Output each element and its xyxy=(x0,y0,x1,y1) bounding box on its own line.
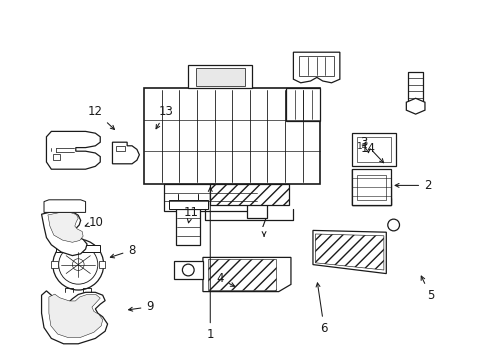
Text: 5: 5 xyxy=(420,276,433,302)
Text: 14: 14 xyxy=(356,142,367,151)
Circle shape xyxy=(53,239,103,290)
Text: 8: 8 xyxy=(110,244,136,258)
Text: 11: 11 xyxy=(183,206,198,223)
Text: 1: 1 xyxy=(206,188,214,341)
Text: 3: 3 xyxy=(360,136,383,163)
Polygon shape xyxy=(168,200,207,209)
Polygon shape xyxy=(49,294,102,338)
Polygon shape xyxy=(407,72,422,104)
Text: 9: 9 xyxy=(128,300,154,313)
Circle shape xyxy=(387,219,399,231)
Polygon shape xyxy=(176,209,200,245)
Polygon shape xyxy=(116,146,124,151)
Text: 10: 10 xyxy=(85,216,103,229)
Polygon shape xyxy=(163,184,256,211)
Polygon shape xyxy=(351,169,390,205)
Text: 2: 2 xyxy=(394,179,431,192)
Text: 4: 4 xyxy=(216,273,234,286)
Polygon shape xyxy=(46,131,100,169)
Polygon shape xyxy=(285,88,320,121)
Polygon shape xyxy=(41,210,87,256)
Text: 7: 7 xyxy=(260,217,267,236)
Polygon shape xyxy=(356,137,390,162)
Polygon shape xyxy=(112,142,139,164)
Polygon shape xyxy=(356,171,388,203)
Text: 13: 13 xyxy=(156,105,173,129)
Polygon shape xyxy=(195,68,244,86)
Polygon shape xyxy=(144,88,320,184)
Polygon shape xyxy=(246,184,266,218)
Polygon shape xyxy=(188,65,251,88)
Text: 14: 14 xyxy=(360,142,375,155)
Polygon shape xyxy=(210,184,288,205)
Polygon shape xyxy=(41,291,107,344)
Polygon shape xyxy=(48,212,83,242)
Circle shape xyxy=(182,264,194,276)
Polygon shape xyxy=(351,169,390,205)
Circle shape xyxy=(59,245,98,284)
Polygon shape xyxy=(56,245,100,252)
Polygon shape xyxy=(44,200,85,212)
Text: 12: 12 xyxy=(88,105,114,130)
Polygon shape xyxy=(51,261,58,268)
Polygon shape xyxy=(315,234,383,270)
Polygon shape xyxy=(53,154,60,160)
Polygon shape xyxy=(207,259,276,290)
Polygon shape xyxy=(406,98,424,114)
Polygon shape xyxy=(203,257,290,292)
Polygon shape xyxy=(99,261,105,268)
Polygon shape xyxy=(173,261,203,279)
Polygon shape xyxy=(351,133,395,166)
Polygon shape xyxy=(293,52,339,83)
Polygon shape xyxy=(356,175,386,200)
Circle shape xyxy=(72,259,84,270)
Polygon shape xyxy=(312,230,386,274)
Text: 6: 6 xyxy=(315,283,327,335)
Polygon shape xyxy=(299,56,333,76)
